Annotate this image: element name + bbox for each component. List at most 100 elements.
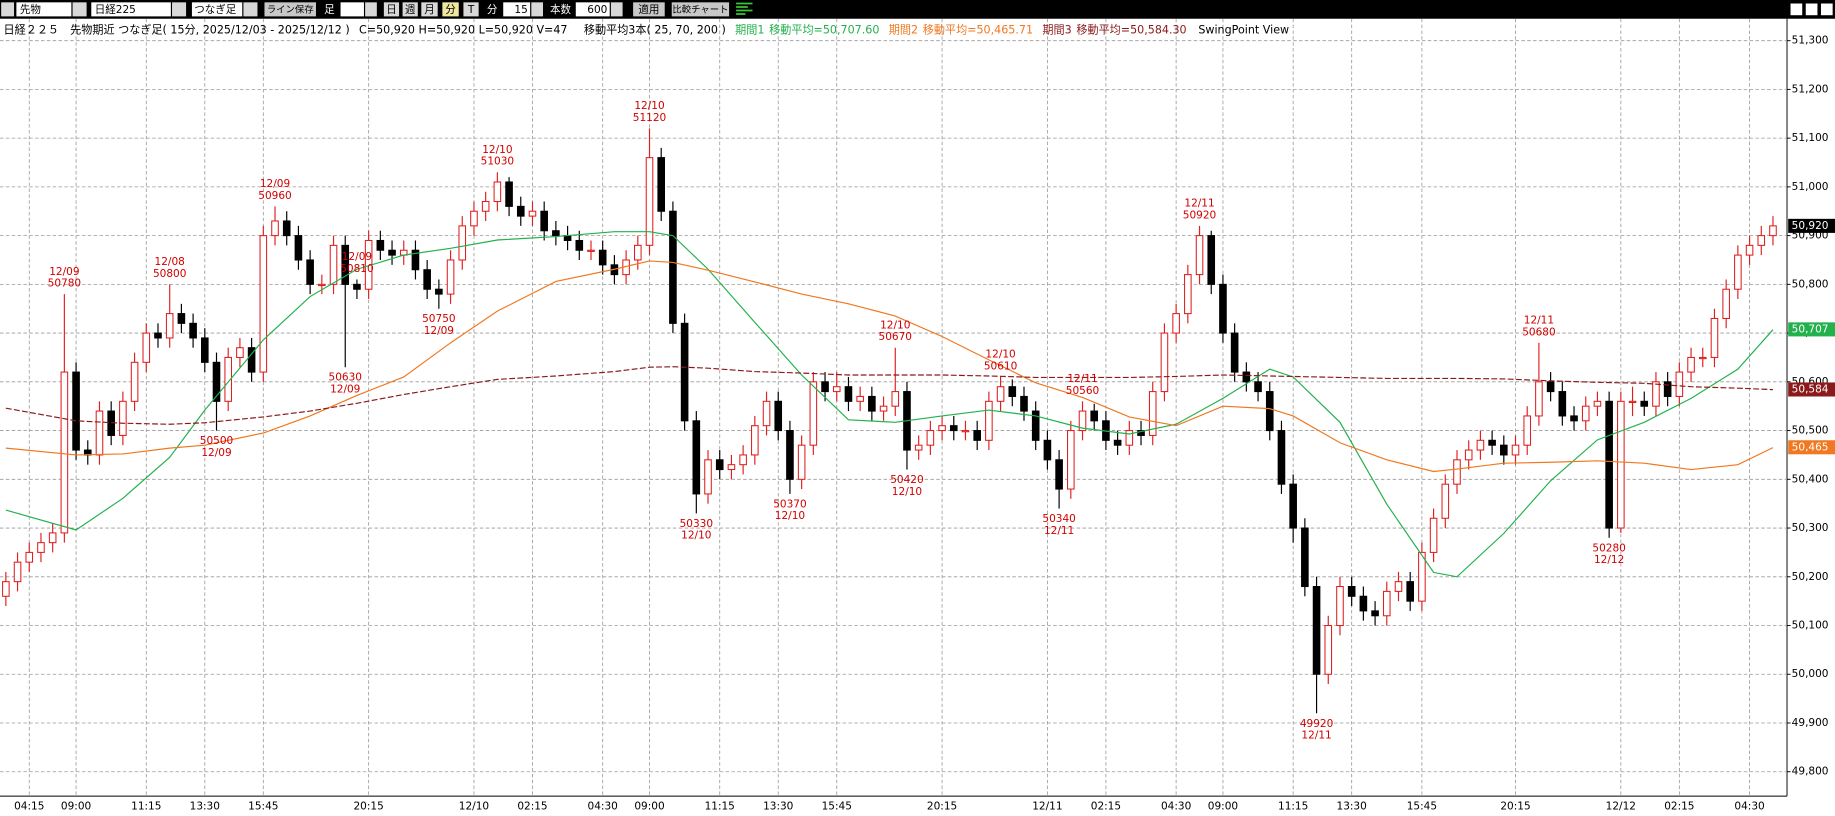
swing-price: 50500 xyxy=(200,435,233,447)
candle-body xyxy=(1359,595,1368,612)
dropdown[interactable] xyxy=(243,2,258,17)
candle-body xyxy=(985,400,993,441)
info-text: 日経２２５ 先物期近 つなぎ足( 15分, 2025/12/03 - 2025/… xyxy=(4,22,350,36)
candle-body xyxy=(1652,381,1660,407)
price-tag-label: 50,920 xyxy=(1792,220,1829,232)
candle-body xyxy=(119,400,127,436)
swing-date: 12/11 xyxy=(1184,198,1214,210)
price-tag xyxy=(1788,218,1835,233)
save-button[interactable] xyxy=(264,2,316,17)
legend-name: 期間3 xyxy=(1042,23,1071,36)
swing-date: 12/10 xyxy=(482,144,512,156)
candle-body xyxy=(645,157,654,246)
candle-body xyxy=(1289,483,1297,529)
swing-price: 50800 xyxy=(153,268,186,280)
bar-field[interactable] xyxy=(340,2,364,17)
candle-body xyxy=(130,361,139,402)
candle-body xyxy=(271,220,279,237)
swing-date: 12/11 xyxy=(1524,315,1554,327)
x-tick-label: 11:15 xyxy=(131,801,161,813)
candle-body xyxy=(236,347,244,358)
candle-body xyxy=(891,391,900,407)
candle-body xyxy=(1254,381,1262,393)
candle-body xyxy=(1324,624,1333,675)
candle-body xyxy=(1148,391,1157,436)
dropdown[interactable] xyxy=(72,2,87,17)
spinner[interactable] xyxy=(365,2,377,17)
candle-body xyxy=(1570,415,1578,422)
candle-body xyxy=(259,235,268,373)
period-button-active[interactable] xyxy=(442,2,459,17)
candle-body xyxy=(470,210,478,227)
candle-body xyxy=(1277,430,1286,485)
candle-body xyxy=(1160,332,1169,393)
candle-body xyxy=(598,249,607,266)
period: 分 xyxy=(445,4,456,16)
dropdown[interactable] xyxy=(172,2,187,17)
window-button[interactable] xyxy=(1805,3,1818,16)
candle-body xyxy=(821,381,829,393)
window-button[interactable] xyxy=(1790,3,1803,16)
period: 日 xyxy=(386,4,397,16)
swing-date: 12/10 xyxy=(775,510,805,522)
x-tick-label: 15:45 xyxy=(1407,801,1437,813)
candle-body xyxy=(1242,371,1251,383)
period: 月 xyxy=(424,4,435,16)
menu-button[interactable] xyxy=(1,2,15,17)
swing-price: 50560 xyxy=(1066,385,1099,397)
swing-price: 50810 xyxy=(340,263,373,275)
window-button[interactable] xyxy=(1820,3,1833,16)
ma-line xyxy=(5,366,1773,425)
candle-body xyxy=(25,551,34,563)
bar-type: つなぎ足 xyxy=(194,3,237,16)
candle-body xyxy=(996,386,1005,402)
market-field[interactable] xyxy=(16,2,72,17)
candle-body xyxy=(715,459,724,471)
candle-body xyxy=(1745,244,1754,256)
period-button[interactable] xyxy=(402,2,418,17)
period-button[interactable] xyxy=(421,2,438,17)
apply-label: 適用 xyxy=(638,3,659,16)
x-tick-label: 11:15 xyxy=(1278,801,1308,813)
interval-field[interactable] xyxy=(503,2,531,17)
candle-body xyxy=(1394,581,1403,592)
period-button[interactable] xyxy=(383,2,400,17)
candle-body xyxy=(353,283,361,290)
spinner[interactable] xyxy=(531,2,544,17)
swing-price: 50680 xyxy=(1522,326,1555,338)
apply-button[interactable] xyxy=(633,2,665,17)
candle-body xyxy=(692,420,701,495)
x-tick-label: 09:00 xyxy=(634,801,664,813)
candle-body xyxy=(844,386,853,402)
candle-body xyxy=(1687,356,1695,373)
spinner[interactable] xyxy=(610,2,623,17)
candle-body xyxy=(1172,313,1180,334)
swing-price: 50340 xyxy=(1042,513,1075,525)
compare-button[interactable] xyxy=(671,2,730,17)
candle-body xyxy=(856,395,864,402)
candle-body xyxy=(458,225,467,261)
y-tick-label: 51,100 xyxy=(1792,132,1829,144)
legend-name: 期間2 xyxy=(889,23,918,36)
price-tag-label: 50,707 xyxy=(1792,323,1829,335)
ma-line xyxy=(5,231,1774,578)
swing-date: 12/11 xyxy=(1044,525,1074,537)
x-tick-label: 15:45 xyxy=(248,801,278,813)
symbol-field[interactable] xyxy=(91,2,171,17)
candle-body xyxy=(1219,283,1227,334)
candle-body xyxy=(1593,400,1602,407)
period-button[interactable] xyxy=(463,2,479,17)
swing-price: 50610 xyxy=(984,360,1017,372)
count-field[interactable] xyxy=(575,2,610,17)
candle-body xyxy=(1453,459,1461,485)
candle-body xyxy=(832,386,841,393)
swing-price: 50280 xyxy=(1592,542,1625,554)
bar-type-field[interactable] xyxy=(191,2,243,17)
candle-body xyxy=(1382,590,1391,617)
icon[interactable] xyxy=(736,2,753,15)
grid: 49,800 49,900 50,000 50,100 50,200 50,300 50,4… xyxy=(0,18,1829,813)
candle-body xyxy=(1090,410,1099,422)
candle-body xyxy=(1301,527,1309,588)
swing-date: 12/11 xyxy=(1067,373,1097,385)
